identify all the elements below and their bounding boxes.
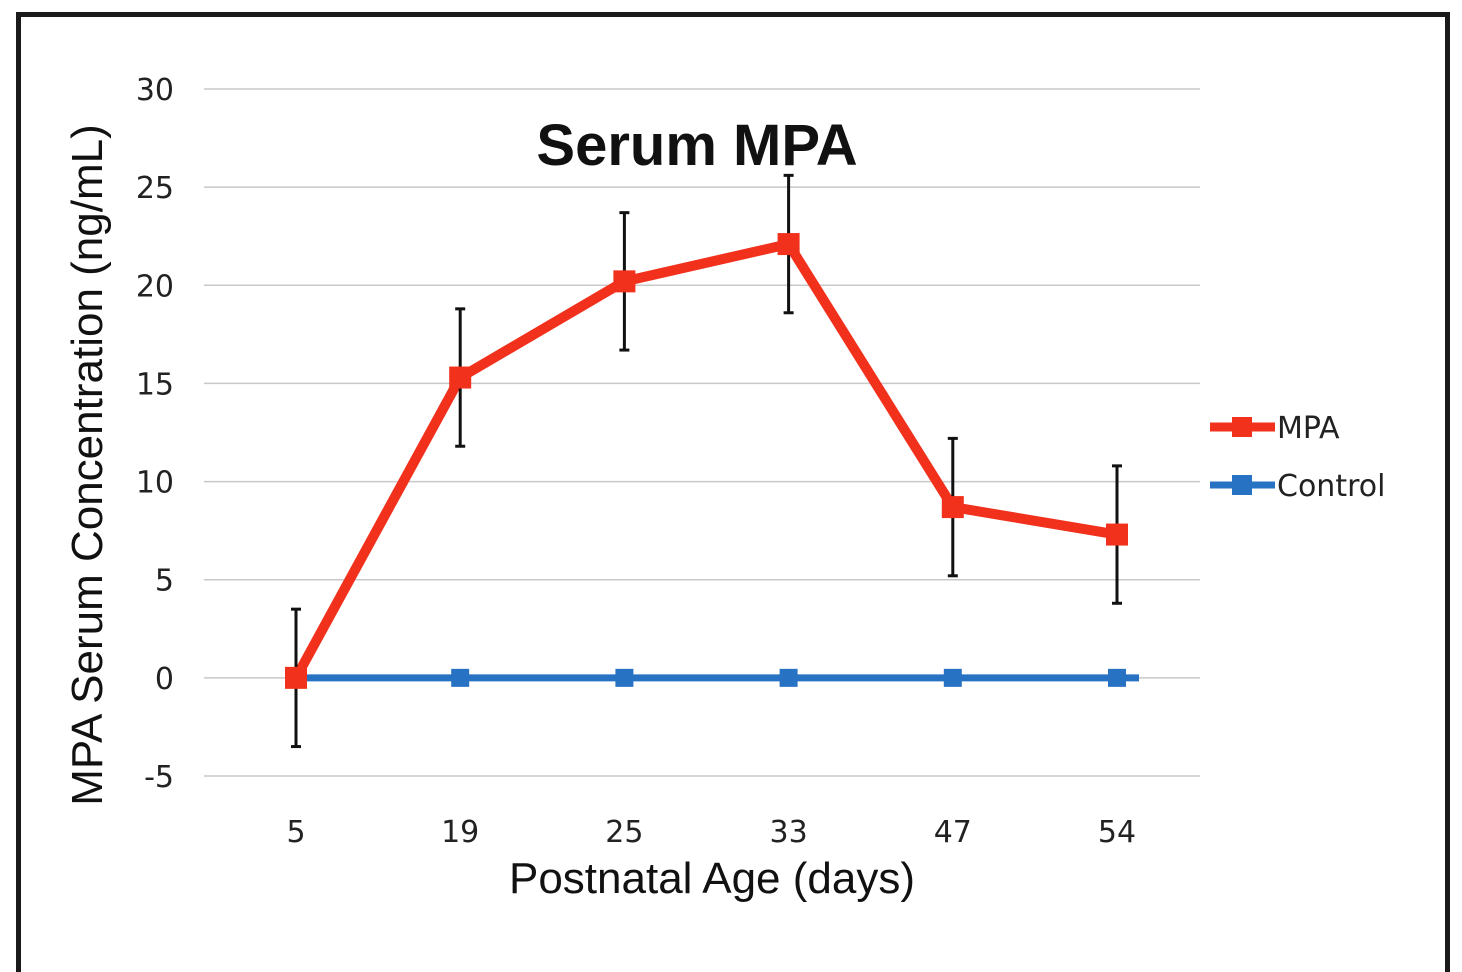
data-point xyxy=(449,366,472,389)
data-point xyxy=(615,668,634,687)
series-control xyxy=(287,668,1139,687)
legend-marker xyxy=(1232,475,1252,495)
y-axis-title: MPA Serum Concentration (ng/mL) xyxy=(63,124,112,805)
y-tick-label: 10 xyxy=(136,466,174,501)
data-point xyxy=(1108,668,1126,687)
legend-item-mpa: MPA xyxy=(1210,411,1340,446)
y-tick-label: -5 xyxy=(144,760,174,795)
data-point xyxy=(943,668,962,687)
series-mpa xyxy=(285,173,1128,749)
series-line xyxy=(291,239,1118,681)
x-tick-label: 5 xyxy=(286,815,305,850)
legend-label: MPA xyxy=(1277,411,1340,446)
x-tick-label: 54 xyxy=(1098,815,1136,850)
y-tick-label: 5 xyxy=(155,564,174,599)
x-axis-title: Postnatal Age (days) xyxy=(509,854,915,903)
legend: MPA Control xyxy=(1210,411,1385,504)
legend-marker xyxy=(1232,417,1252,437)
data-point xyxy=(285,666,307,689)
y-tick-labels: -5 0 5 10 15 20 25 30 xyxy=(136,73,174,795)
x-tick-label: 25 xyxy=(605,815,643,850)
legend-label: Control xyxy=(1277,469,1385,504)
y-tick-label: 20 xyxy=(136,269,174,304)
data-point xyxy=(451,668,470,687)
gridlines xyxy=(204,88,1200,777)
y-tick-label: 0 xyxy=(155,662,174,697)
legend-item-control: Control xyxy=(1210,469,1385,504)
data-point xyxy=(779,668,798,687)
data-point xyxy=(613,270,636,293)
y-tick-label: 15 xyxy=(136,367,174,402)
chart-title: Serum MPA xyxy=(536,113,857,178)
data-point xyxy=(777,233,800,256)
series-layer xyxy=(285,173,1139,749)
x-tick-labels: 5 19 25 33 47 54 xyxy=(286,815,1136,850)
figure-frame xyxy=(16,12,1450,972)
data-point xyxy=(941,496,964,519)
data-point xyxy=(1106,523,1128,546)
y-tick-label: 25 xyxy=(136,171,174,206)
x-tick-label: 47 xyxy=(934,815,972,850)
x-tick-label: 33 xyxy=(770,815,808,850)
y-tick-label: 30 xyxy=(136,73,174,108)
x-tick-label: 19 xyxy=(441,815,479,850)
